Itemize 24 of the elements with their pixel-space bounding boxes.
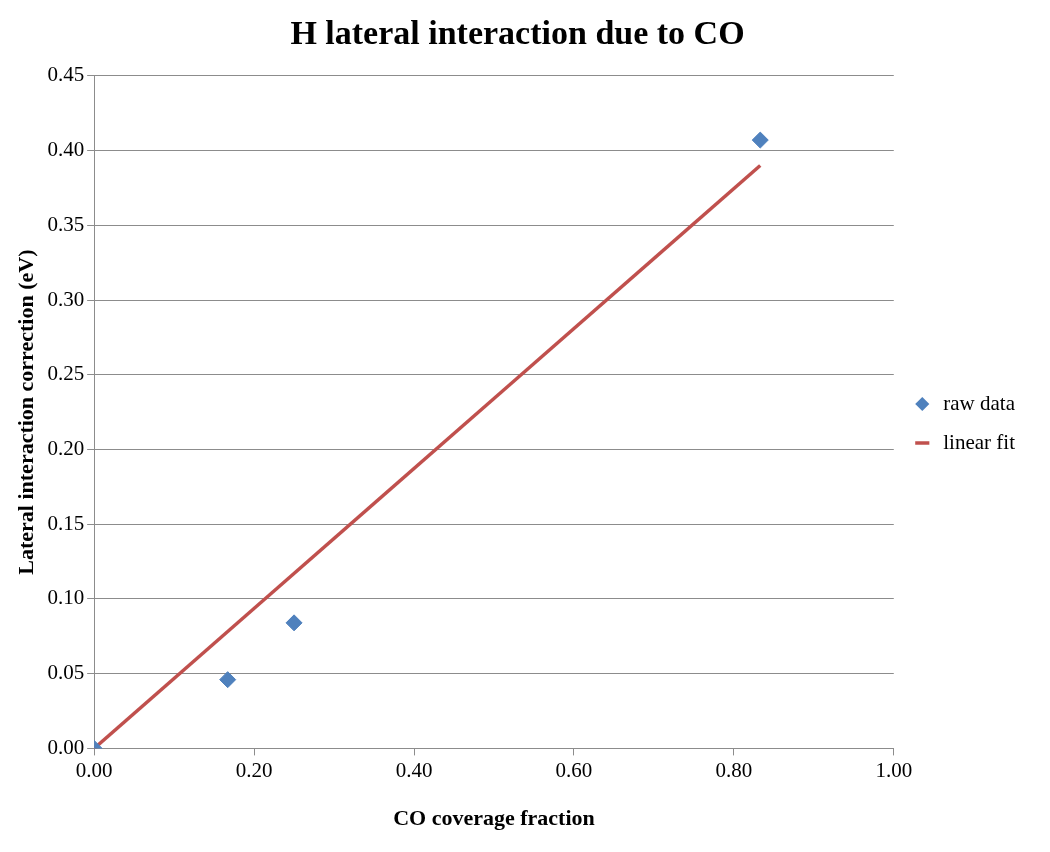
y-axis-title: Lateral interaction correction (eV) <box>12 249 38 575</box>
y-tick-label: 0.25 <box>47 361 85 386</box>
x-tick-label: 1.00 <box>875 757 913 782</box>
x-tick-label: 0.60 <box>555 757 593 782</box>
legend-label: linear fit <box>943 429 1016 454</box>
y-tick-label: 0.40 <box>47 137 85 162</box>
chart-title: H lateral interaction due to CO <box>290 14 745 52</box>
y-tick-label: 0.00 <box>47 734 85 759</box>
x-tick-label: 0.20 <box>235 757 273 782</box>
y-tick-label: 0.35 <box>47 211 85 236</box>
x-tick-label: 0.80 <box>715 757 753 782</box>
y-tick-label: 0.15 <box>47 510 85 535</box>
point <box>751 131 769 149</box>
y-tick-label: 0.45 <box>47 62 85 87</box>
x-tick-label: 0.00 <box>75 757 113 782</box>
y-tick-label: 0.20 <box>47 435 85 460</box>
y-tick-label: 0.05 <box>47 660 85 685</box>
y-tick-label: 0.10 <box>47 585 85 610</box>
x-tick-label: 0.40 <box>395 757 433 782</box>
point <box>285 614 303 632</box>
point <box>219 671 237 689</box>
x-axis-title: CO coverage fraction <box>393 805 595 831</box>
legend-label: raw data <box>943 390 1016 415</box>
y-tick-label: 0.30 <box>47 286 85 311</box>
